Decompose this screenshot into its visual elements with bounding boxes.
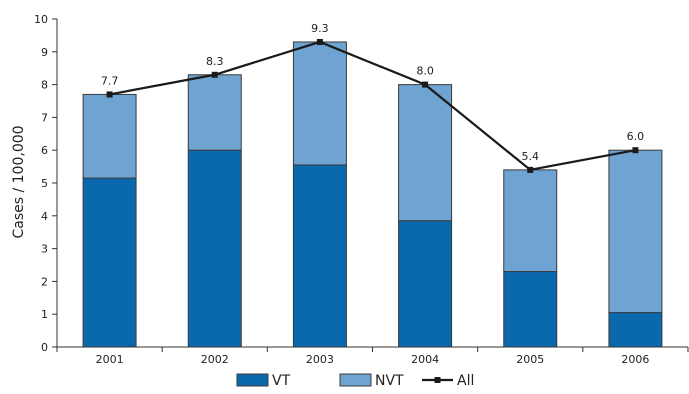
bar-vt-2005 bbox=[503, 271, 558, 348]
y-axis: 0 1 2 3 4 5 6 7 8 9 10 bbox=[34, 13, 57, 354]
all-series-line bbox=[109, 40, 636, 172]
all-data-label: 6.0 bbox=[627, 130, 645, 143]
x-tick-label: 2004 bbox=[411, 353, 439, 366]
all-data-label: 5.4 bbox=[522, 150, 540, 163]
y-axis-label: Cases / 100,000 bbox=[11, 125, 27, 238]
y-tick-label: 1 bbox=[41, 308, 48, 321]
all-point-2004 bbox=[422, 81, 429, 88]
x-tick-label: 2005 bbox=[516, 353, 544, 366]
y-tick-label: 3 bbox=[41, 243, 48, 256]
all-point-2001 bbox=[106, 91, 113, 98]
all-line: 7.7 8.3 9.3 8.0 5.4 6.0 bbox=[101, 22, 644, 173]
bar-vt-2001 bbox=[82, 177, 137, 348]
all-point-2006 bbox=[632, 147, 639, 154]
bar-vt-2004 bbox=[398, 220, 453, 348]
legend-label-vt: VT bbox=[272, 373, 291, 389]
bar-nvt-2004 bbox=[398, 84, 453, 222]
all-point-2002 bbox=[211, 71, 218, 78]
legend-swatch-marker bbox=[434, 377, 441, 383]
y-tick-label: 7 bbox=[41, 111, 48, 124]
all-data-label: 7.7 bbox=[101, 74, 119, 87]
y-tick-label: 2 bbox=[41, 275, 48, 288]
x-tick-label: 2003 bbox=[306, 353, 334, 366]
x-tick-label: 2001 bbox=[96, 353, 124, 366]
all-point-2005 bbox=[527, 166, 534, 173]
all-data-label: 9.3 bbox=[311, 22, 329, 35]
x-tick-label: 2002 bbox=[201, 353, 229, 366]
y-tick-label: 6 bbox=[41, 144, 48, 157]
all-data-label: 8.3 bbox=[206, 55, 224, 68]
y-tick-label: 8 bbox=[41, 79, 48, 92]
bar-nvt-2003 bbox=[292, 41, 347, 166]
legend-label-all: All bbox=[457, 373, 474, 389]
bar-nvt-2001 bbox=[82, 93, 137, 179]
y-tick-label: 9 bbox=[41, 46, 48, 59]
legend: VT NVT All bbox=[236, 373, 474, 389]
y-tick-label: 0 bbox=[41, 341, 48, 354]
legend-swatch-vt bbox=[236, 373, 269, 387]
bar-vt-2002 bbox=[187, 149, 242, 348]
legend-swatch-nvt bbox=[339, 373, 372, 387]
x-axis: 2001 2002 2003 2004 2005 2006 bbox=[56, 347, 689, 366]
all-point-2003 bbox=[316, 38, 323, 45]
bar-vt-2003 bbox=[292, 164, 347, 348]
bar-nvt-2002 bbox=[187, 74, 242, 151]
all-data-label: 8.0 bbox=[416, 65, 434, 78]
bars bbox=[82, 41, 663, 348]
bar-nvt-2006 bbox=[608, 149, 663, 314]
legend-label-nvt: NVT bbox=[375, 373, 404, 389]
bar-vt-2006 bbox=[608, 312, 663, 348]
bar-nvt-2005 bbox=[503, 169, 558, 273]
y-tick-label: 10 bbox=[34, 13, 48, 26]
x-tick-label: 2006 bbox=[621, 353, 649, 366]
axes bbox=[56, 19, 688, 348]
y-tick-label: 5 bbox=[41, 177, 48, 190]
y-tick-label: 4 bbox=[41, 210, 48, 223]
